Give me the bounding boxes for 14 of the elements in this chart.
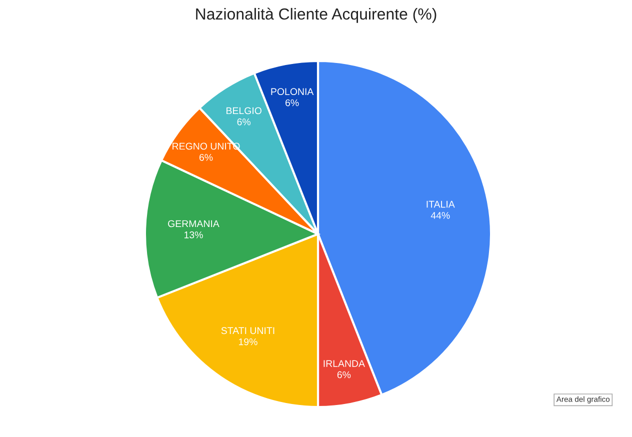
data-label: 19% [238,338,258,346]
data-label: 6% [286,99,299,106]
slice-label: ITALIA [426,200,455,208]
slice-label: POLONIA [271,88,314,96]
data-label: 13% [184,231,203,238]
slice-label: STATI UNITI [221,327,274,334]
data-label: 6% [237,118,251,126]
chart-title: Nazionalità Cliente Acquirente (%) [196,8,436,23]
slice-label: GERMANIA [168,220,220,228]
slice-label: IRLANDA [324,360,365,367]
slice-label: BELGIO [226,107,262,114]
data-label: 6% [199,154,213,161]
data-label: 6% [337,371,351,378]
data-label: 44% [430,212,450,219]
